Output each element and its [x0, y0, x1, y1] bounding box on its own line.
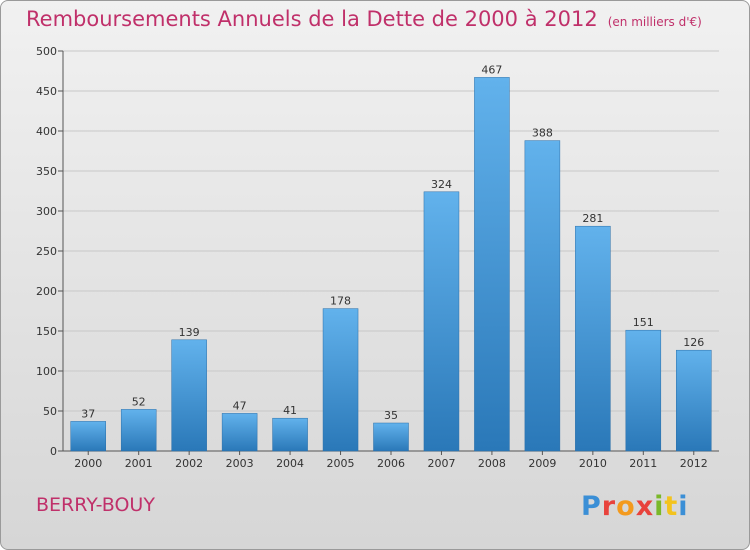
- chart-title: Remboursements Annuels de la Dette de 20…: [26, 7, 702, 31]
- y-tick-label: 350: [36, 165, 57, 178]
- y-tick-label: 300: [36, 205, 57, 218]
- x-tick-label: 2007: [427, 457, 455, 470]
- logo-letter: P: [581, 491, 602, 522]
- y-tick-label: 400: [36, 125, 57, 138]
- data-label: 35: [384, 409, 398, 422]
- data-label: 41: [283, 404, 297, 417]
- data-label: 151: [633, 316, 654, 329]
- logo-letter: r: [601, 491, 617, 522]
- data-label: 37: [81, 407, 95, 420]
- bar: [221, 413, 258, 452]
- y-tick-label: 0: [50, 445, 57, 458]
- logo-letter: t: [664, 491, 679, 522]
- bar: [474, 77, 510, 452]
- bar: [272, 417, 308, 452]
- commune-name: BERRY-BOUY: [36, 494, 155, 516]
- x-tick-label: 2004: [276, 457, 304, 470]
- bar: [322, 308, 359, 452]
- y-tick-label: 500: [36, 45, 57, 58]
- chart-unit: (en milliers d'€): [607, 15, 702, 29]
- x-tick-label: 2003: [226, 457, 254, 470]
- x-tick-label: 2009: [528, 457, 556, 470]
- bar: [423, 191, 460, 452]
- y-tick-label: 250: [36, 245, 57, 258]
- bar: [171, 339, 207, 452]
- bar: [373, 422, 409, 452]
- bar: [575, 225, 611, 452]
- proxiti-logo: Proxiti: [581, 491, 689, 522]
- bar: [524, 140, 561, 452]
- logo-letter: o: [616, 491, 636, 522]
- x-tick-label: 2012: [680, 457, 708, 470]
- logo-letter: i: [678, 491, 689, 522]
- x-tick-label: 2010: [579, 457, 607, 470]
- x-tick-label: 2000: [74, 457, 102, 470]
- bar: [120, 409, 157, 452]
- chart-title-text: Remboursements Annuels de la Dette de 20…: [26, 7, 598, 31]
- x-tick-label: 2006: [377, 457, 405, 470]
- data-label: 467: [481, 63, 502, 76]
- y-tick-label: 150: [36, 325, 57, 338]
- data-label: 324: [431, 178, 452, 191]
- bar: [625, 329, 662, 452]
- y-tick-label: 450: [36, 85, 57, 98]
- bar: [70, 421, 106, 452]
- data-label: 281: [582, 212, 603, 225]
- logo-letter: i: [654, 491, 665, 522]
- x-tick-label: 2011: [629, 457, 657, 470]
- data-label: 47: [233, 399, 247, 412]
- data-label: 388: [532, 127, 553, 140]
- logo-letter: x: [635, 491, 655, 522]
- x-tick-label: 2008: [478, 457, 506, 470]
- x-tick-label: 2002: [175, 457, 203, 470]
- x-tick-label: 2001: [125, 457, 153, 470]
- y-tick-label: 100: [36, 365, 57, 378]
- data-label: 126: [683, 336, 704, 349]
- y-tick-label: 200: [36, 285, 57, 298]
- x-tick-label: 2005: [327, 457, 355, 470]
- y-tick-label: 50: [43, 405, 57, 418]
- bar: [676, 349, 712, 452]
- data-label: 139: [179, 326, 200, 339]
- data-label: 178: [330, 295, 351, 308]
- data-label: 52: [132, 395, 146, 408]
